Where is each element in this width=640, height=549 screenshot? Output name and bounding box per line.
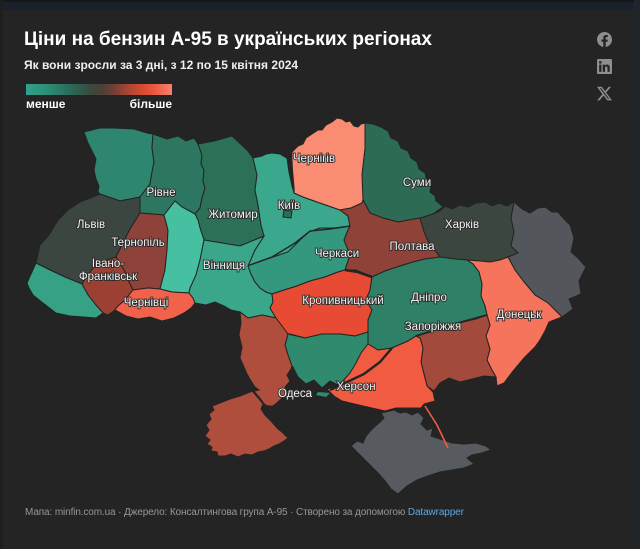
svg-text:Полтава: Полтава (389, 241, 435, 253)
svg-text:Івано-: Івано- (92, 258, 124, 270)
svg-text:Житомир: Житомир (208, 209, 257, 221)
svg-text:Кропивницький: Кропивницький (302, 295, 383, 307)
svg-text:Вінниця: Вінниця (203, 260, 245, 272)
svg-text:Черкаси: Черкаси (315, 248, 359, 260)
svg-text:Київ: Київ (278, 200, 300, 212)
svg-text:Рівне: Рівне (146, 187, 175, 199)
svg-text:Херсон: Херсон (336, 381, 375, 393)
svg-text:Франківськ: Франківськ (79, 271, 138, 283)
svg-text:Львів: Львів (77, 219, 105, 231)
svg-text:Чернівці: Чернівці (124, 297, 169, 309)
svg-text:Суми: Суми (403, 177, 431, 189)
svg-text:Дніпро: Дніпро (411, 292, 447, 304)
svg-text:Тернопіль: Тернопіль (111, 237, 164, 249)
svg-text:Харків: Харків (445, 219, 479, 231)
svg-text:Запоріжжя: Запоріжжя (405, 321, 462, 333)
svg-text:Чернігів: Чернігів (293, 153, 335, 165)
svg-text:Донецьк: Донецьк (497, 309, 543, 321)
svg-text:Одеса: Одеса (278, 388, 313, 400)
